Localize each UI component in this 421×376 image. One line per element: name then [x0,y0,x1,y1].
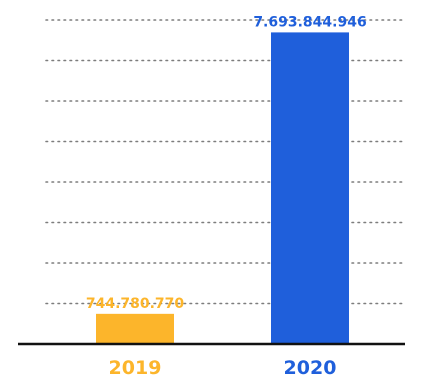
data-label-2019: 744.780.770 [86,296,185,312]
gridlines [45,19,406,305]
x-tick-2020: 2020 [284,357,337,376]
bars [96,32,349,344]
x-axis-ticks: 2019 2020 [109,357,337,376]
x-tick-2019: 2019 [109,357,162,376]
data-labels: 744.780.770 7.693.844.946 [86,14,367,311]
bar-2019 [96,313,174,344]
bar-2020 [271,32,349,344]
data-label-2020: 7.693.844.946 [253,14,366,30]
